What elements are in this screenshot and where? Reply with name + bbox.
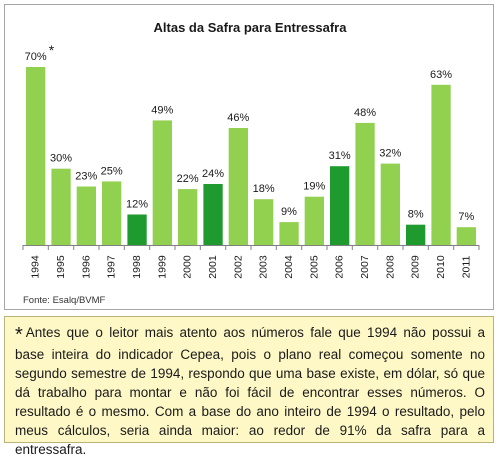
footnote-text: Antes que o leitor mais atento aos númer… bbox=[15, 325, 485, 457]
data-label-1995: 30% bbox=[50, 153, 72, 165]
bar-2005 bbox=[304, 196, 324, 245]
x-tick-label-2004: 2004 bbox=[283, 255, 295, 279]
x-tick-label-1998: 1998 bbox=[131, 255, 143, 279]
bar-1994 bbox=[26, 67, 46, 245]
bar-2003 bbox=[254, 199, 274, 245]
data-label-2003: 18% bbox=[253, 183, 275, 195]
data-label-2005: 19% bbox=[303, 181, 325, 193]
x-tick-label-2008: 2008 bbox=[384, 255, 396, 279]
bar-2001 bbox=[203, 184, 223, 245]
bar-2008 bbox=[380, 163, 400, 245]
x-tick-label-2001: 2001 bbox=[207, 255, 219, 279]
x-tick-label-1996: 1996 bbox=[80, 255, 92, 279]
footnote-box: * Antes que o leitor mais atento aos núme… bbox=[4, 316, 494, 457]
x-tick-label-2007: 2007 bbox=[359, 255, 371, 279]
bar-chart: Altas da Safra para Entressafra 70% *30%2… bbox=[22, 20, 480, 306]
bar-1996 bbox=[76, 186, 96, 245]
data-label-1998: 12% bbox=[126, 199, 148, 211]
bar-2004 bbox=[279, 222, 299, 245]
annotation-marker: * bbox=[49, 42, 55, 58]
x-tick-label-2000: 2000 bbox=[182, 255, 194, 279]
bar-1999 bbox=[152, 120, 172, 245]
x-tick-label-2002: 2002 bbox=[232, 255, 244, 279]
data-label-2009: 8% bbox=[408, 209, 424, 221]
bar-2007 bbox=[355, 122, 375, 245]
data-label-2000: 22% bbox=[177, 173, 199, 185]
x-tick-label-2005: 2005 bbox=[308, 255, 320, 279]
data-label-2010: 63% bbox=[430, 69, 452, 81]
chart-source: Fonte: Esalq/BVMF bbox=[23, 295, 106, 306]
bar-1995 bbox=[51, 168, 71, 245]
x-tick-label-2009: 2009 bbox=[410, 255, 422, 279]
data-label-2002: 46% bbox=[227, 112, 249, 124]
x-tick-label-1999: 1999 bbox=[156, 255, 168, 279]
bar-2006 bbox=[330, 166, 350, 245]
bar-2000 bbox=[178, 189, 198, 245]
x-tick-label-2010: 2010 bbox=[435, 255, 447, 279]
data-label-2006: 31% bbox=[329, 150, 351, 162]
footnote-marker: * bbox=[15, 324, 23, 346]
x-tick-label-1994: 1994 bbox=[30, 255, 42, 279]
data-label-2008: 32% bbox=[379, 148, 401, 160]
chart-title: Altas da Safra para Entressafra bbox=[154, 20, 348, 35]
x-tick-label-1995: 1995 bbox=[55, 255, 67, 279]
x-tick-label-1997: 1997 bbox=[106, 255, 118, 279]
data-label-1999: 49% bbox=[151, 104, 173, 116]
bar-2009 bbox=[406, 224, 426, 245]
x-tick-label-2003: 2003 bbox=[258, 255, 270, 279]
data-label-1997: 25% bbox=[101, 165, 123, 177]
bar-1997 bbox=[102, 181, 122, 245]
data-label-2001: 24% bbox=[202, 168, 224, 180]
bar-2002 bbox=[228, 128, 248, 245]
data-label-2007: 48% bbox=[354, 107, 376, 119]
chart-panel: Altas da Safra para Entressafra 70% * 30% 2… bbox=[4, 4, 494, 310]
data-label-1994: 70% bbox=[25, 51, 47, 63]
x-tick-label-2011: 2011 bbox=[460, 256, 472, 279]
bar-2011 bbox=[456, 227, 476, 245]
bar-1998 bbox=[127, 214, 147, 245]
data-label-2004: 9% bbox=[281, 206, 297, 218]
x-tick-label-2006: 2006 bbox=[334, 255, 346, 279]
data-label-1996: 23% bbox=[75, 171, 97, 183]
bar-2010 bbox=[431, 84, 451, 245]
data-label-2011: 7% bbox=[458, 211, 474, 223]
